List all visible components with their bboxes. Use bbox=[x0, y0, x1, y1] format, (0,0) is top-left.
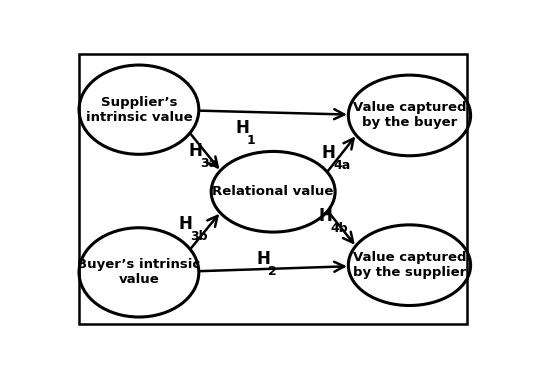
Text: H: H bbox=[178, 215, 192, 233]
Text: 4a: 4a bbox=[334, 159, 351, 172]
Text: H: H bbox=[322, 144, 336, 162]
Ellipse shape bbox=[349, 75, 471, 156]
Ellipse shape bbox=[211, 151, 335, 232]
Ellipse shape bbox=[79, 228, 199, 317]
Text: Value captured
by the buyer: Value captured by the buyer bbox=[353, 101, 466, 129]
Text: 2: 2 bbox=[268, 265, 277, 278]
Text: Supplier’s
intrinsic value: Supplier’s intrinsic value bbox=[86, 96, 192, 124]
Ellipse shape bbox=[349, 225, 471, 306]
Text: Relational value: Relational value bbox=[213, 185, 334, 198]
Text: Buyer’s intrinsic
value: Buyer’s intrinsic value bbox=[77, 258, 200, 286]
Text: Value captured
by the supplier: Value captured by the supplier bbox=[353, 251, 466, 279]
FancyArrowPatch shape bbox=[328, 212, 353, 243]
FancyArrowPatch shape bbox=[200, 262, 344, 272]
FancyArrowPatch shape bbox=[191, 134, 218, 168]
Text: 4b: 4b bbox=[330, 222, 348, 235]
FancyArrowPatch shape bbox=[328, 138, 353, 171]
Text: H: H bbox=[319, 207, 333, 225]
Text: 1: 1 bbox=[247, 134, 255, 147]
Text: H: H bbox=[189, 142, 203, 160]
FancyArrowPatch shape bbox=[200, 109, 344, 119]
Ellipse shape bbox=[79, 65, 199, 154]
Text: H: H bbox=[235, 119, 249, 137]
Text: H: H bbox=[257, 250, 271, 268]
Text: 3b: 3b bbox=[190, 230, 207, 243]
Text: 3a: 3a bbox=[200, 157, 217, 170]
FancyArrowPatch shape bbox=[191, 216, 217, 248]
